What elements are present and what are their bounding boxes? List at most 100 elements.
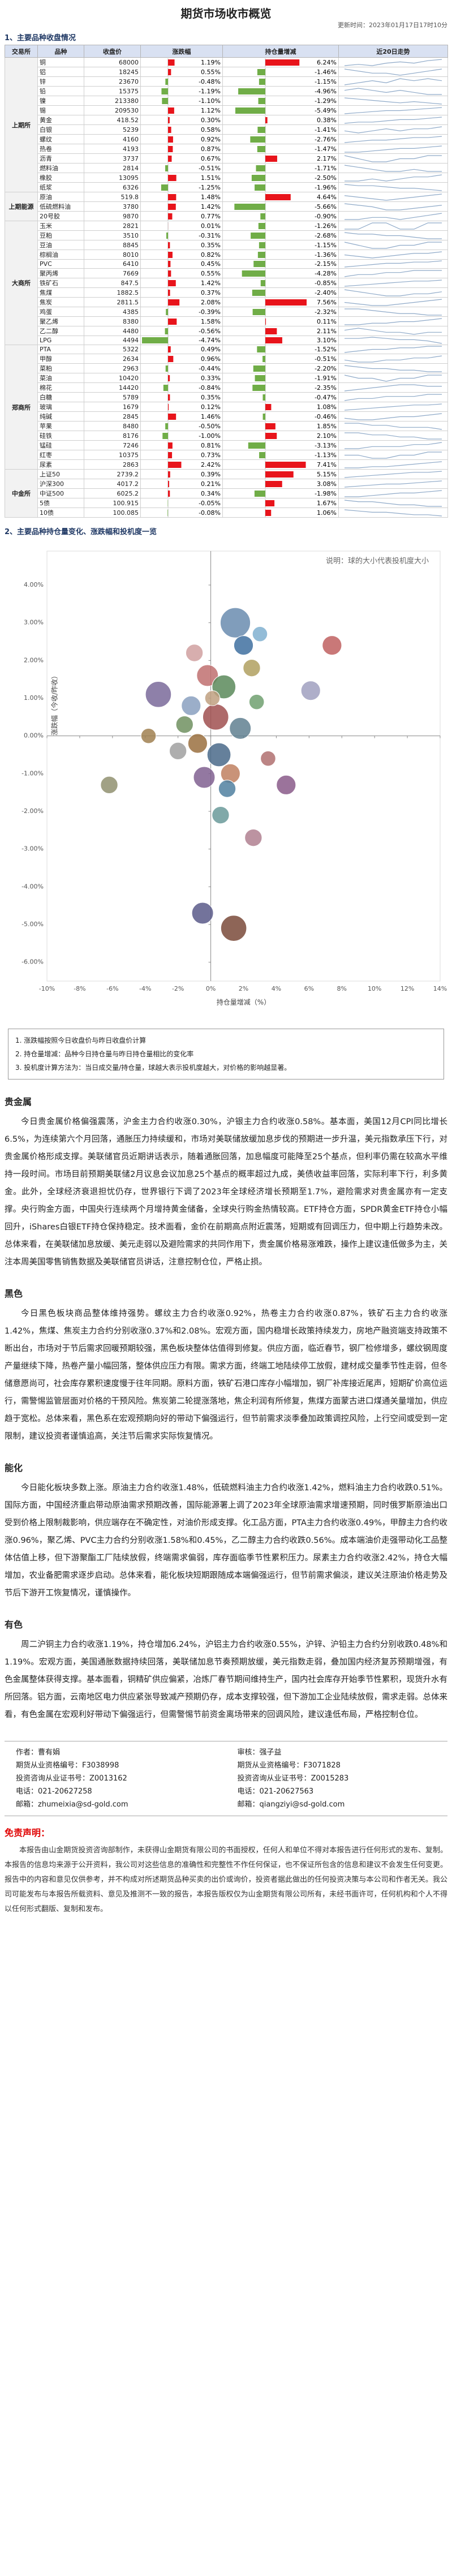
product: 甲醇 [37, 354, 84, 364]
sparkline [345, 441, 442, 449]
bar [238, 88, 265, 94]
section-title: 2、主要品种持仓量变化、涨跌幅和投机度一览 [5, 528, 157, 536]
sparkline-svg [344, 403, 442, 411]
y-tick-label: -5.00% [21, 921, 44, 928]
bar-svg: 1.85% [265, 422, 337, 431]
bar-label: 0.92% [201, 136, 221, 143]
product: 菜粕 [37, 363, 84, 373]
bubble [181, 695, 201, 716]
sparkline [344, 260, 442, 268]
note: 2. 持仓量增减：品种今日持仓量与昨日持仓量相比的变化率 [15, 1050, 194, 1058]
close-price: 15375 [84, 86, 141, 96]
bar-cell: 0.30% [140, 115, 223, 125]
bar-svg: -5.49% [235, 106, 337, 115]
bar-cell: -0.47% [222, 392, 339, 402]
notes: 1. 涨跌幅按照今日收盘价与昨日收盘价计算 2. 持仓量增减：品种今日持仓量与昨日… [8, 1029, 444, 1080]
bar-svg: 1.06% [265, 508, 337, 517]
bar-label: -4.96% [315, 88, 337, 95]
bar-svg: 1.46% [167, 412, 221, 421]
sparkline [344, 346, 442, 353]
bar-cell: -2.76% [222, 134, 339, 144]
sparkline-svg [345, 145, 442, 153]
bar-cell: 0.92% [140, 134, 223, 144]
bar-cell: -1.98% [222, 488, 339, 498]
bubble [191, 902, 214, 924]
bar [168, 242, 170, 248]
product: 热卷 [37, 144, 84, 154]
bar [265, 318, 266, 325]
bar-svg: 0.58% [167, 125, 221, 134]
bubble [202, 704, 229, 730]
sparkline-svg [344, 346, 442, 353]
sparkline [344, 509, 442, 517]
bar [168, 251, 173, 258]
bar [252, 384, 265, 391]
bar-cell: 2.11% [222, 326, 339, 336]
trend-cell [338, 201, 448, 212]
trend-cell [338, 336, 448, 345]
bar [262, 355, 265, 362]
y-tick-label: 1.00% [24, 694, 44, 702]
bar-cell: -2.35% [222, 382, 339, 393]
bar-cell: 0.96% [140, 354, 223, 364]
y-tick-label: -4.00% [21, 883, 44, 890]
bar-svg: 0.33% [167, 373, 221, 382]
product: 低硫燃料油 [37, 201, 84, 212]
bubble [196, 664, 219, 687]
table-row: 20号胶 9870 0.77% -0.90% [5, 211, 448, 221]
trend-cell [338, 479, 448, 489]
bubble [260, 750, 276, 767]
bubble [233, 635, 254, 656]
product: 焦煤 [37, 287, 84, 298]
bar-svg: 0.92% [167, 135, 221, 144]
bar [168, 145, 173, 152]
close-price: 213380 [84, 96, 141, 106]
x-tick-label: 8% [337, 985, 347, 992]
plot-frame [46, 551, 441, 982]
bar-cell: -2.40% [222, 287, 339, 298]
table-row: 菜油 10420 0.33% -1.91% [5, 373, 448, 383]
bar-cell: -0.39% [140, 307, 223, 317]
trend-cell [338, 153, 448, 164]
bar-cell: 0.82% [140, 250, 223, 260]
bar [161, 88, 168, 94]
sparkline [345, 222, 442, 230]
bar-svg: -3.13% [248, 441, 337, 450]
bar [168, 471, 170, 478]
bar-label: 0.81% [201, 442, 221, 449]
bar [166, 232, 168, 239]
bar-label: -2.20% [315, 365, 337, 372]
bar [165, 78, 168, 85]
trend-cell [338, 450, 448, 460]
page-title: 期货市场收市概览 [180, 7, 272, 20]
bar-label: -0.46% [315, 413, 337, 420]
bar-cell: -5.66% [222, 201, 339, 212]
bar [242, 270, 265, 277]
product: 沪深300 [37, 479, 84, 489]
bar-label: -0.05% [199, 500, 221, 507]
sparkline [344, 403, 442, 411]
section-text: 今日能化板块多数上涨。原油主力合约收涨1.48%，低硫燃料油主力合约收涨1.42… [5, 1483, 447, 1598]
bar-label: -0.90% [315, 213, 337, 220]
close-price: 6326 [84, 182, 141, 192]
sparkline [344, 164, 442, 172]
bar-svg: 0.96% [167, 354, 221, 363]
exchange: 中金所 [5, 469, 38, 518]
bar-label: -0.56% [199, 328, 221, 335]
bar-svg: 0.73% [167, 450, 221, 459]
bar-label: 0.55% [201, 270, 221, 277]
bar-svg: -0.44% [165, 364, 221, 373]
close-price: 3780 [84, 201, 141, 212]
close-price: 8480 [84, 421, 141, 431]
trend-cell [338, 363, 448, 373]
product: 白银 [37, 124, 84, 135]
bar [258, 222, 265, 229]
bar-svg: 0.45% [167, 260, 221, 268]
close-price: 3737 [84, 153, 141, 164]
bar-label: -0.51% [315, 355, 337, 363]
bar-label: 2.08% [201, 299, 221, 306]
bar-svg: -1.19% [161, 87, 221, 96]
product: 上证50 [37, 469, 84, 479]
bar-label: -3.13% [315, 442, 337, 449]
product: 10债 [37, 508, 84, 518]
